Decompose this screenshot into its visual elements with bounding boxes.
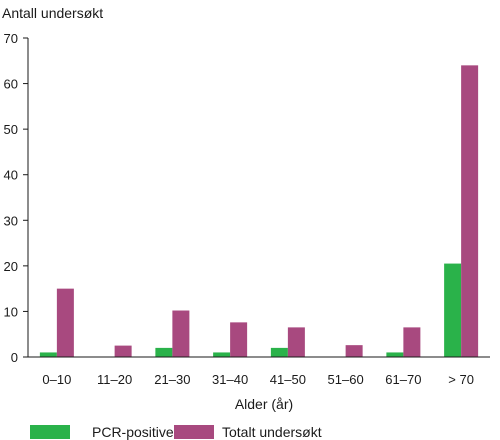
y-tick-label: 70 bbox=[4, 31, 18, 46]
plot-area bbox=[39, 65, 479, 357]
legend-label-totalt-undersokt: Totalt undersøkt bbox=[222, 424, 322, 440]
bar-totalt-undersokt-0 bbox=[56, 288, 74, 357]
legend-label-pcr-positive: PCR-positive bbox=[92, 424, 174, 440]
y-tick-label: 10 bbox=[4, 304, 18, 319]
bar-pcr-positive-6 bbox=[386, 352, 404, 357]
x-tick-label: 31–40 bbox=[212, 372, 248, 387]
x-tick-label: 61–70 bbox=[385, 372, 421, 387]
x-tick-label: 41–50 bbox=[270, 372, 306, 387]
y-tick-label: 20 bbox=[4, 259, 18, 274]
y-tick-label: 50 bbox=[4, 122, 18, 137]
x-tick-label: 21–30 bbox=[154, 372, 190, 387]
bar-totalt-undersokt-5 bbox=[345, 345, 363, 357]
y-axis-title: Antall undersøkt bbox=[2, 5, 103, 21]
x-tick-label: > 70 bbox=[448, 372, 474, 387]
bar-pcr-positive-4 bbox=[270, 347, 288, 357]
y-axis: 0 10 20 30 40 50 60 70 bbox=[4, 31, 29, 365]
y-tick-label: 0 bbox=[11, 350, 18, 365]
x-axis-title: Alder (år) bbox=[235, 396, 293, 412]
bar-totalt-undersokt-2 bbox=[172, 310, 190, 357]
bar-totalt-undersokt-7 bbox=[461, 65, 479, 357]
y-tick-label: 40 bbox=[4, 168, 18, 183]
x-tick-label: 11–20 bbox=[97, 372, 132, 387]
bar-pcr-positive-7 bbox=[444, 263, 462, 357]
bar-totalt-undersokt-3 bbox=[230, 322, 248, 357]
bar-totalt-undersokt-1 bbox=[114, 345, 132, 357]
bar-pcr-positive-3 bbox=[213, 352, 231, 357]
bar-totalt-undersokt-4 bbox=[287, 327, 305, 357]
y-tick-label: 60 bbox=[4, 77, 18, 92]
x-tick-label: 0–10 bbox=[42, 372, 71, 387]
bar-pcr-positive-0 bbox=[39, 352, 57, 357]
y-tick-label: 30 bbox=[4, 213, 18, 228]
x-axis: 0–10 11–20 21–30 31–40 41–50 51–60 61–70 > 70 bbox=[28, 356, 490, 387]
legend-swatch-totalt-undersokt bbox=[174, 425, 214, 439]
legend-swatch-pcr-positive bbox=[30, 425, 70, 439]
bar-pcr-positive-2 bbox=[155, 347, 173, 357]
legend: PCR-positive Totalt undersøkt bbox=[30, 424, 322, 440]
x-tick-label: 51–60 bbox=[328, 372, 364, 387]
bar-totalt-undersokt-6 bbox=[403, 327, 421, 357]
